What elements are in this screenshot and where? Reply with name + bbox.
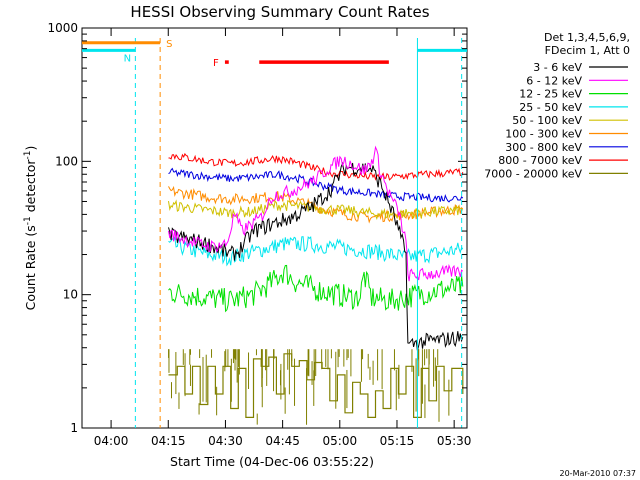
y-tick-label: 1000: [47, 21, 78, 35]
series-line-50-100kev: [168, 199, 464, 221]
series-7000-20000keV-group: [168, 349, 464, 425]
legend-label: 100 - 300 keV: [505, 128, 582, 141]
x-tick-label: 05:00: [323, 434, 358, 448]
legend-label: 6 - 12 keV: [526, 74, 582, 87]
x-tick-label: 04:15: [151, 434, 186, 448]
legend-label: 25 - 50 keV: [519, 101, 582, 114]
y-tick-label: 1: [70, 421, 78, 435]
y-axis-label-part3: ): [23, 146, 38, 151]
x-tick-label: 04:45: [265, 434, 300, 448]
legend-label: 7000 - 20000 keV: [484, 167, 582, 180]
series-line-3-6kev: [168, 161, 464, 351]
x-tick-label: 04:30: [208, 434, 243, 448]
y-tick-label: 10: [63, 288, 78, 302]
x-tick-label: 05:30: [437, 434, 472, 448]
legend-label: 3 - 6 keV: [533, 61, 582, 74]
y-axis-label: Count Rate (s-1 detector-1): [23, 146, 38, 311]
legend-header-line1: Det 1,3,4,5,6,9,: [544, 31, 630, 44]
series-12-25keV-group: [168, 264, 464, 313]
series-line-800-7000kev: [168, 152, 464, 181]
series-3-6keV-group: [168, 161, 464, 351]
night-bar-label: N: [124, 53, 131, 64]
flare-flag-label: F: [213, 58, 219, 69]
series-50-100keV-group: [168, 199, 464, 221]
series-layer: [168, 145, 464, 425]
y-tick-label: 100: [55, 154, 78, 168]
plot-frame: [81, 27, 468, 429]
series-line-12-25kev: [168, 264, 464, 313]
x-axis-label: Start Time (04-Dec-06 03:55:22): [170, 454, 374, 469]
spacecraft-markers: N S F: [82, 38, 467, 428]
legend-label: 800 - 7000 keV: [498, 154, 582, 167]
plot-area: [81, 27, 468, 429]
x-tick-label: 05:15: [380, 434, 415, 448]
y-axis-label-part1: Count Rate (s: [23, 225, 38, 310]
saa-bar-label: S: [166, 39, 172, 50]
legend-label: 300 - 800 keV: [505, 141, 582, 154]
legend: Det 1,3,4,5,6,9, FDecim 1, Att 0 3 - 6 k…: [484, 31, 630, 180]
legend-label: 50 - 100 keV: [512, 114, 582, 127]
chart-title: HESSI Observing Summary Count Rates: [130, 3, 429, 21]
axis-ticks: 04:00 04:15 04:30 04:45 05:00 05:15 05:30 1 10 10…: [47, 21, 471, 448]
legend-header-line2: FDecim 1, Att 0: [545, 44, 630, 57]
series-800-7000keV-group: [168, 152, 464, 181]
x-tick-label: 04:00: [94, 434, 129, 448]
legend-label: 12 - 25 keV: [519, 88, 582, 101]
y-axis-label-sup2: -1: [23, 151, 33, 160]
timestamp: 20-Mar-2010 07:37: [560, 469, 637, 478]
y-axis-label-part2: detector: [23, 159, 38, 217]
series-6-12keV-group: [168, 145, 464, 282]
series-line-6-12kev: [168, 145, 464, 282]
y-axis-label-sup1: -1: [23, 216, 33, 225]
